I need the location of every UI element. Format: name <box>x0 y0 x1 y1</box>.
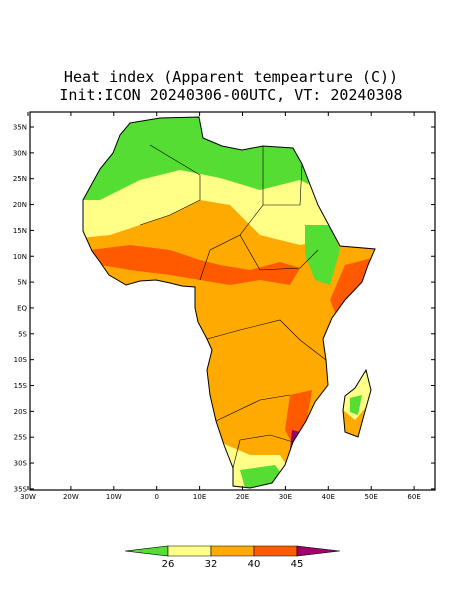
colorbar: 26 32 40 45 <box>124 545 341 570</box>
map-frame <box>29 111 436 491</box>
madagascar-outline <box>342 368 372 438</box>
lon-label: 10W <box>106 493 122 501</box>
lon-label: 20W <box>63 493 79 501</box>
lat-label: 25S <box>14 434 28 442</box>
lat-label: 15N <box>13 227 27 235</box>
border <box>139 144 201 226</box>
colorbar-label: 45 <box>291 559 304 570</box>
field-madagascar-green <box>350 395 362 415</box>
border <box>206 319 327 361</box>
lat-label: 35N <box>13 124 27 132</box>
border <box>232 434 294 469</box>
field-hot-sahel <box>90 245 300 285</box>
colorbar-label: 26 <box>162 559 175 570</box>
border <box>215 394 291 422</box>
lat-label: 5S <box>18 330 27 338</box>
lon-label: 30E <box>279 493 292 501</box>
lat-label: 30N <box>13 149 27 157</box>
border <box>263 163 303 206</box>
lon-label: 0 <box>154 493 158 501</box>
lon-label: 10E <box>193 493 206 501</box>
title-line-1: Heat index (Apparent tempearture (C)) <box>64 68 398 86</box>
coastlines <box>82 116 376 489</box>
colorbar-segment <box>210 545 255 557</box>
lat-label: 15S <box>14 382 28 390</box>
field-hot-mozambique <box>285 390 312 445</box>
border <box>239 234 319 271</box>
colorbar-segment <box>124 545 169 557</box>
colorbar-segment <box>296 545 341 557</box>
colorbar-segment <box>167 545 212 557</box>
field-highlands <box>305 225 340 285</box>
lat-label: EQ <box>17 304 27 312</box>
lon-label: 20E <box>236 493 249 501</box>
heat-field <box>83 117 375 488</box>
lat-label: 10S <box>14 356 28 364</box>
lon-label: 60E <box>407 493 420 501</box>
title-line-2: Init:ICON 20240306-00UTC, VT: 20240308 <box>59 86 402 104</box>
lat-label: 35S <box>14 485 28 493</box>
field-green-south <box>240 465 285 488</box>
lat-label: 30S <box>14 460 28 468</box>
colorbar-label: 40 <box>248 559 261 570</box>
colorbar-segment <box>253 545 298 557</box>
lat-label: 20N <box>13 201 27 209</box>
field-yellow <box>83 170 330 245</box>
lat-label: 25N <box>13 175 27 183</box>
lon-label: 40E <box>322 493 335 501</box>
lon-label: 50E <box>365 493 378 501</box>
lat-label: 5N <box>17 279 27 287</box>
field-hot-coast <box>330 258 372 320</box>
colorbar-label: 32 <box>205 559 218 570</box>
lat-label: 10N <box>13 253 27 261</box>
lat-label: 20S <box>14 408 28 416</box>
lon-label: 30W <box>20 493 36 501</box>
africa-outline <box>82 116 376 489</box>
axis-ticks: 35N 30N 25N 20N 15N 10N 5N EQ 5S 10S 15S 20S 25S 30S 3… <box>13 112 435 501</box>
